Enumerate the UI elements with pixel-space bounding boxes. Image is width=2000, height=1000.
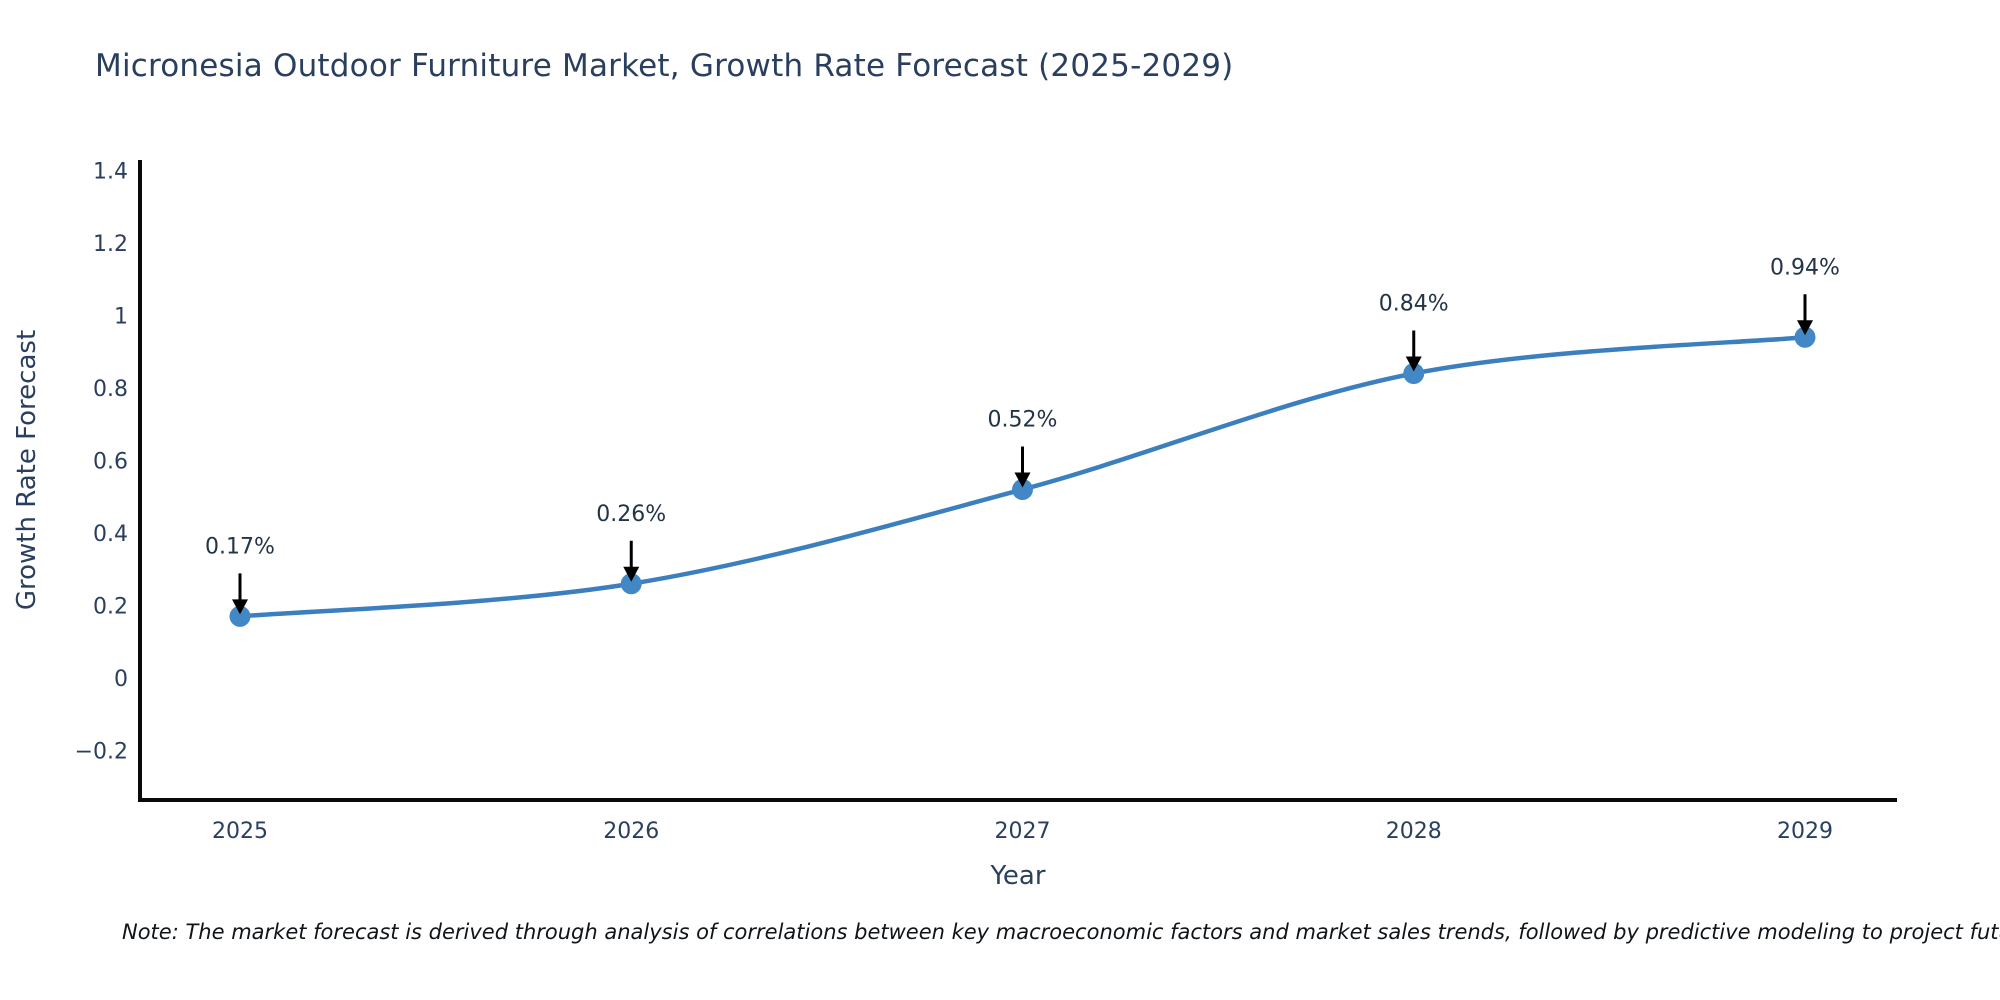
data-point-label: 0.84% <box>1379 292 1449 317</box>
annotation-arrowhead <box>232 599 248 615</box>
data-point-label: 0.52% <box>988 408 1058 433</box>
y-tick-label: 0.8 <box>93 377 128 402</box>
chart-title: Micronesia Outdoor Furniture Market, Gro… <box>95 48 1234 84</box>
annotation-arrowhead <box>1014 472 1031 488</box>
y-tick-label: 1 <box>114 305 128 330</box>
footnote: Note: The market forecast is derived thr… <box>122 920 2000 944</box>
x-tick-label: 2027 <box>995 819 1051 844</box>
x-axis-title: Year <box>990 861 1046 891</box>
annotation-arrowhead <box>623 566 640 582</box>
annotation-arrowhead <box>1405 356 1422 372</box>
data-point-marker <box>1794 326 1816 348</box>
annotation-arrowhead <box>1797 320 1813 336</box>
x-tick-label: 2029 <box>1777 819 1833 844</box>
y-tick-label: 0 <box>114 667 128 692</box>
data-point-label: 0.17% <box>205 534 275 559</box>
x-tick-label: 2026 <box>603 819 659 844</box>
axis-spines <box>138 160 1897 802</box>
data-point-marker <box>229 605 251 627</box>
data-point-label: 0.26% <box>596 502 666 527</box>
y-tick-label: 0.2 <box>93 595 128 620</box>
data-point-marker <box>1012 479 1033 500</box>
y-tick-label: 0.4 <box>93 522 128 547</box>
y-tick-label: 0.6 <box>93 450 128 475</box>
data-point-label: 0.94% <box>1770 255 1840 280</box>
y-tick-label: 1.4 <box>93 160 128 185</box>
data-point-marker <box>1403 363 1425 384</box>
x-tick-label: 2025 <box>212 819 268 844</box>
x-tick-label: 2028 <box>1386 819 1442 844</box>
y-tick-label: 1.2 <box>93 232 128 257</box>
y-tick-label: −0.2 <box>75 740 128 765</box>
data-point-marker <box>620 573 642 595</box>
